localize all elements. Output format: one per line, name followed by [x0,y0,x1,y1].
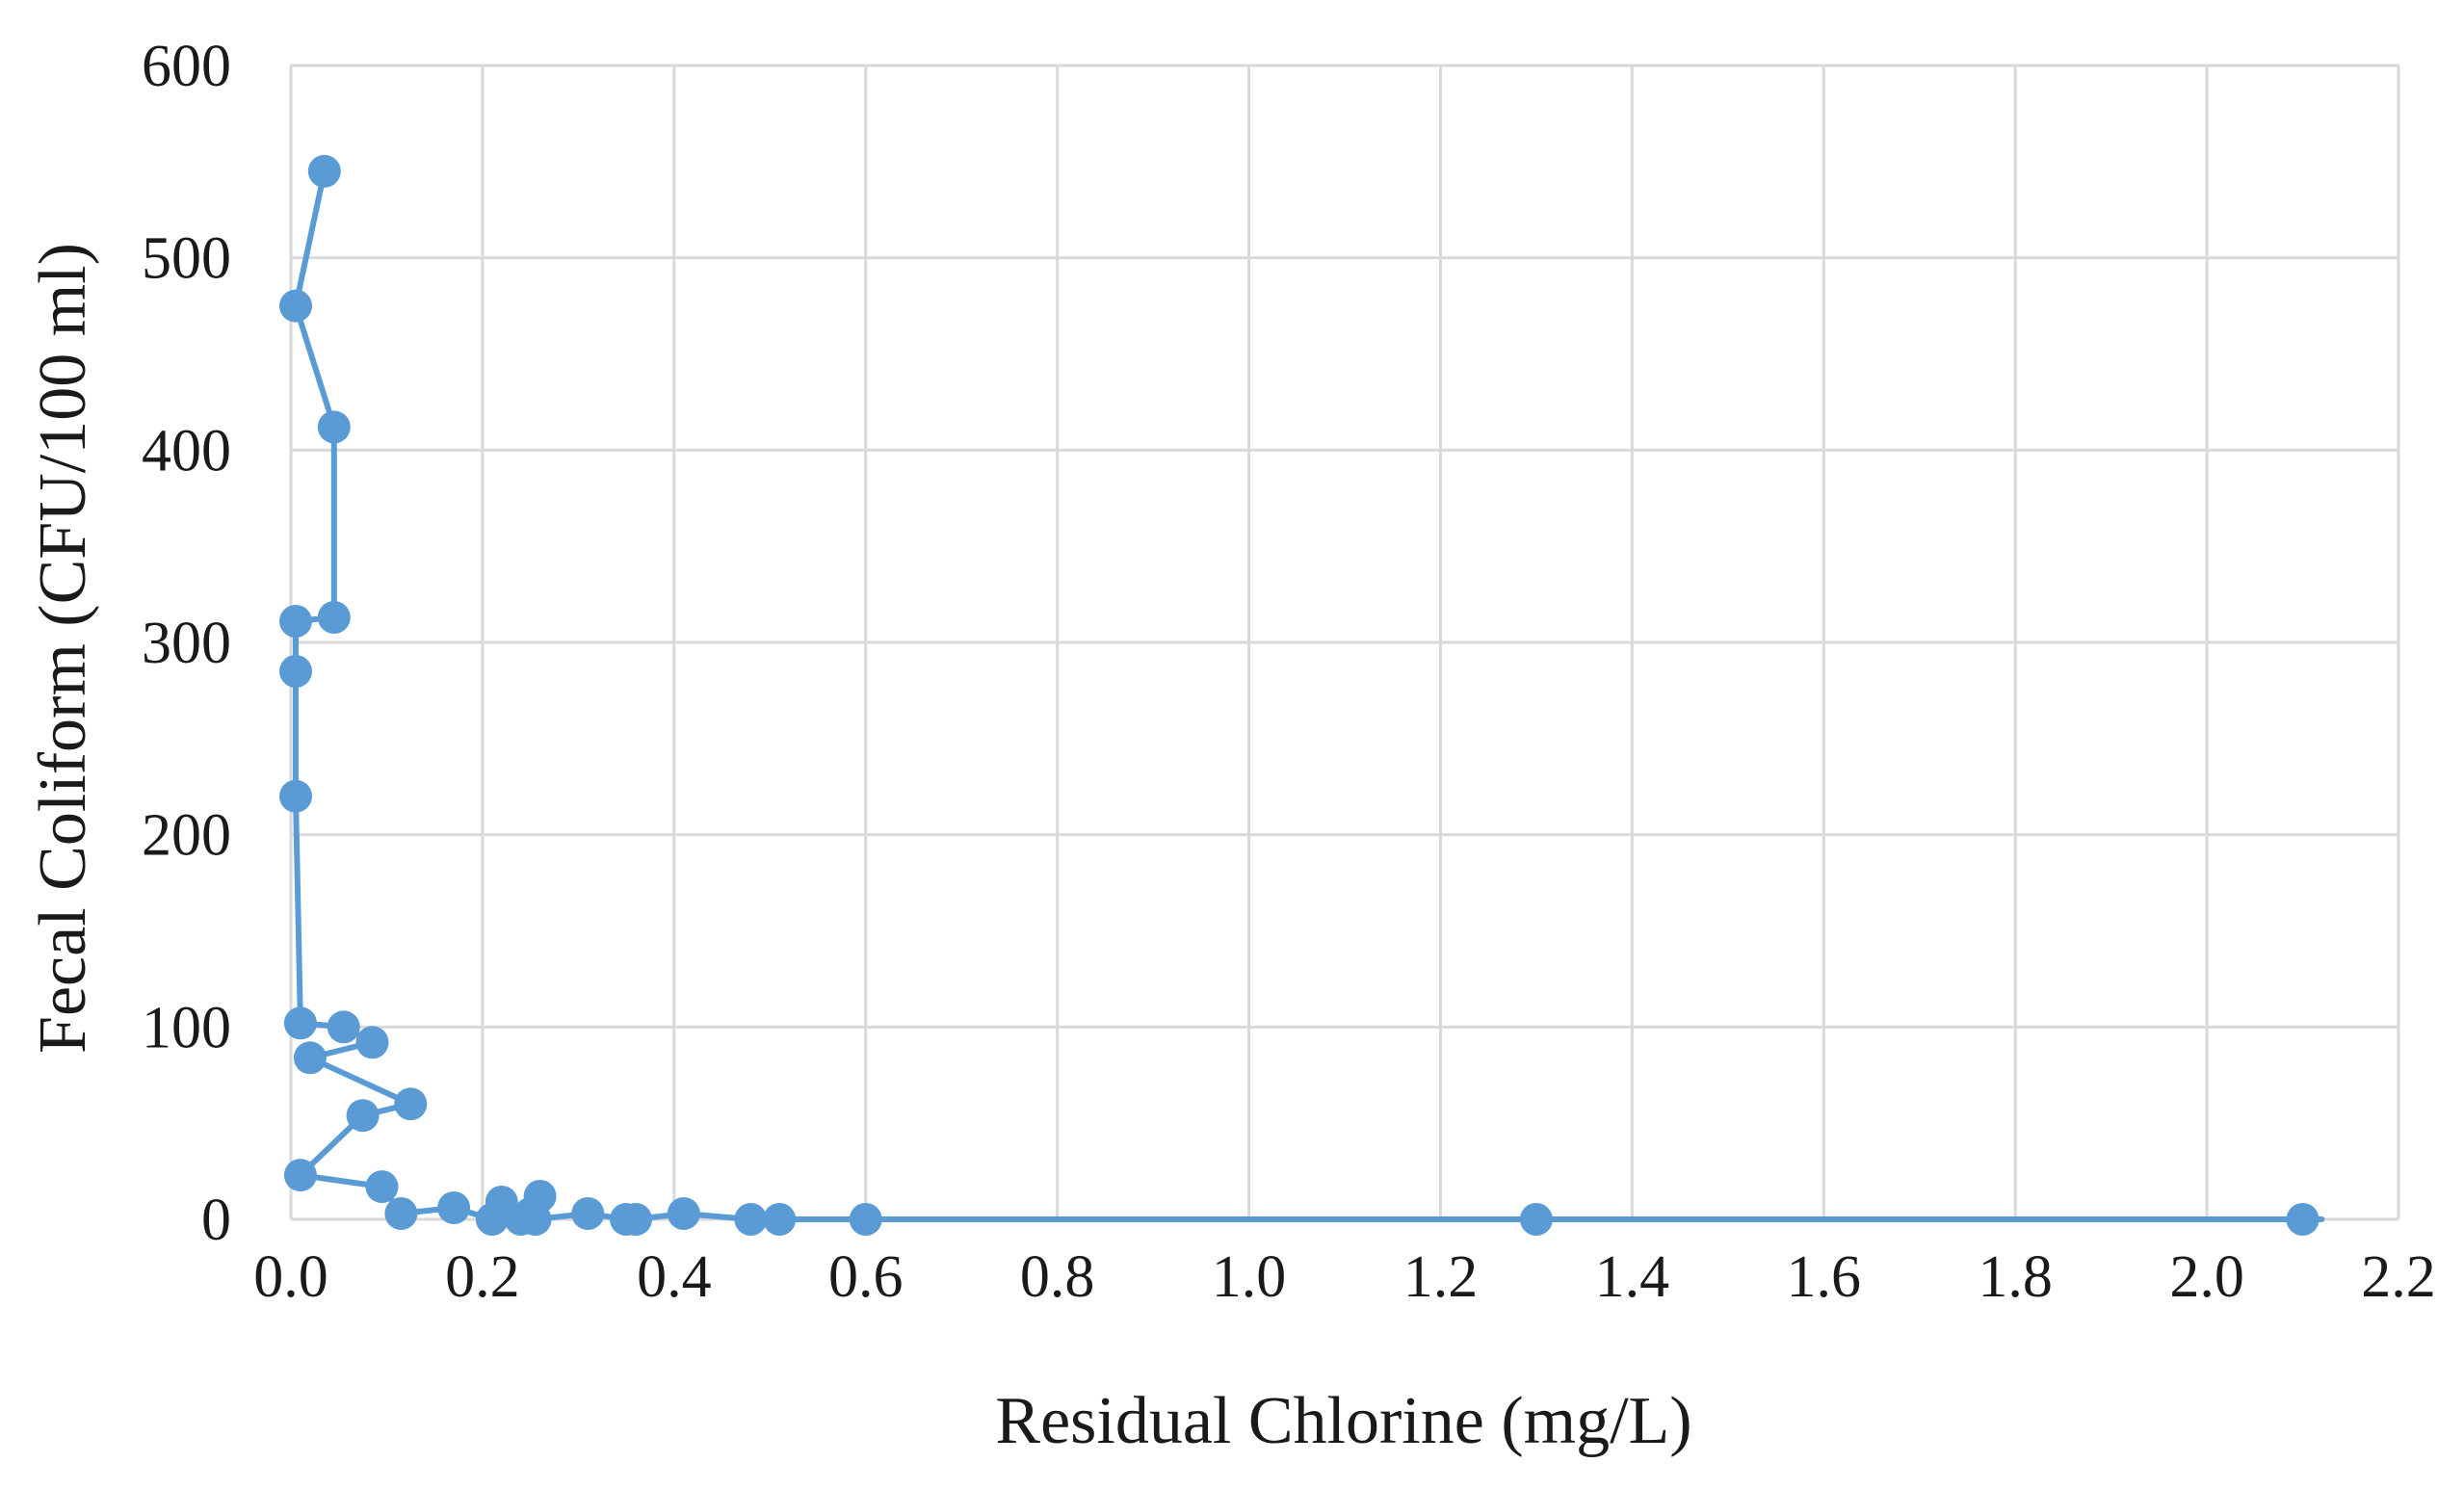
data-point [667,1197,700,1230]
y-tick-label: 400 [142,418,231,483]
series [279,154,2325,1236]
data-point [437,1191,471,1224]
data-point [365,1170,399,1204]
x-tick-label: 2.2 [2361,1244,2436,1310]
x-axis-title: Residual Chlorine (mg/L) [995,1384,1691,1458]
x-tick-label: 1.6 [1787,1244,1862,1310]
data-point [571,1197,605,1230]
y-tick-label: 300 [142,611,231,676]
x-tick-label: 1.0 [1212,1244,1287,1310]
grid [289,64,2400,1221]
data-point [355,1026,389,1059]
data-point [619,1203,652,1236]
y-tick-labels: 0 100 200 300 400 500 600 [142,34,231,1253]
x-tick-labels: 0.0 0.2 0.4 0.6 0.8 1.0 1.2 1.4 1.6 1.8 2.0 2.2 [253,1244,2436,1310]
x-tick-label: 0.0 [253,1244,328,1310]
y-tick-label: 200 [142,803,231,869]
x-tick-label: 0.8 [1020,1244,1095,1310]
data-point [394,1087,428,1121]
series-line [293,168,2325,1222]
y-tick-label: 500 [142,226,231,292]
x-tick-label: 0.4 [637,1244,712,1310]
data-point [734,1203,768,1236]
x-tick-label: 0.6 [828,1244,904,1310]
y-tick-label: 100 [142,995,231,1060]
data-point [279,655,312,688]
data-point [283,1006,317,1040]
x-tick-label: 2.0 [2169,1244,2244,1310]
data-point [317,601,351,634]
data-point [307,154,341,188]
x-tick-label: 1.2 [1403,1244,1479,1310]
y-tick-label: 600 [142,34,231,99]
data-point [279,605,312,638]
data-point [279,289,312,323]
data-point [2286,1203,2320,1236]
x-tick-label: 1.4 [1595,1244,1670,1310]
data-point [279,779,312,813]
data-point [384,1197,418,1230]
data-point [327,1010,360,1044]
x-tick-label: 0.2 [445,1244,520,1310]
y-tick-label: 0 [201,1188,231,1253]
data-point [283,1159,317,1192]
data-point [317,410,351,444]
data-point [763,1203,797,1236]
y-axis-title: Fecal Coliform (CFU/100 ml) [26,243,100,1054]
data-point [518,1203,552,1236]
x-tick-label: 1.8 [1978,1244,2053,1310]
data-point [293,1041,327,1075]
data-point [849,1203,882,1236]
data-point [1519,1203,1553,1236]
data-point [346,1099,380,1133]
